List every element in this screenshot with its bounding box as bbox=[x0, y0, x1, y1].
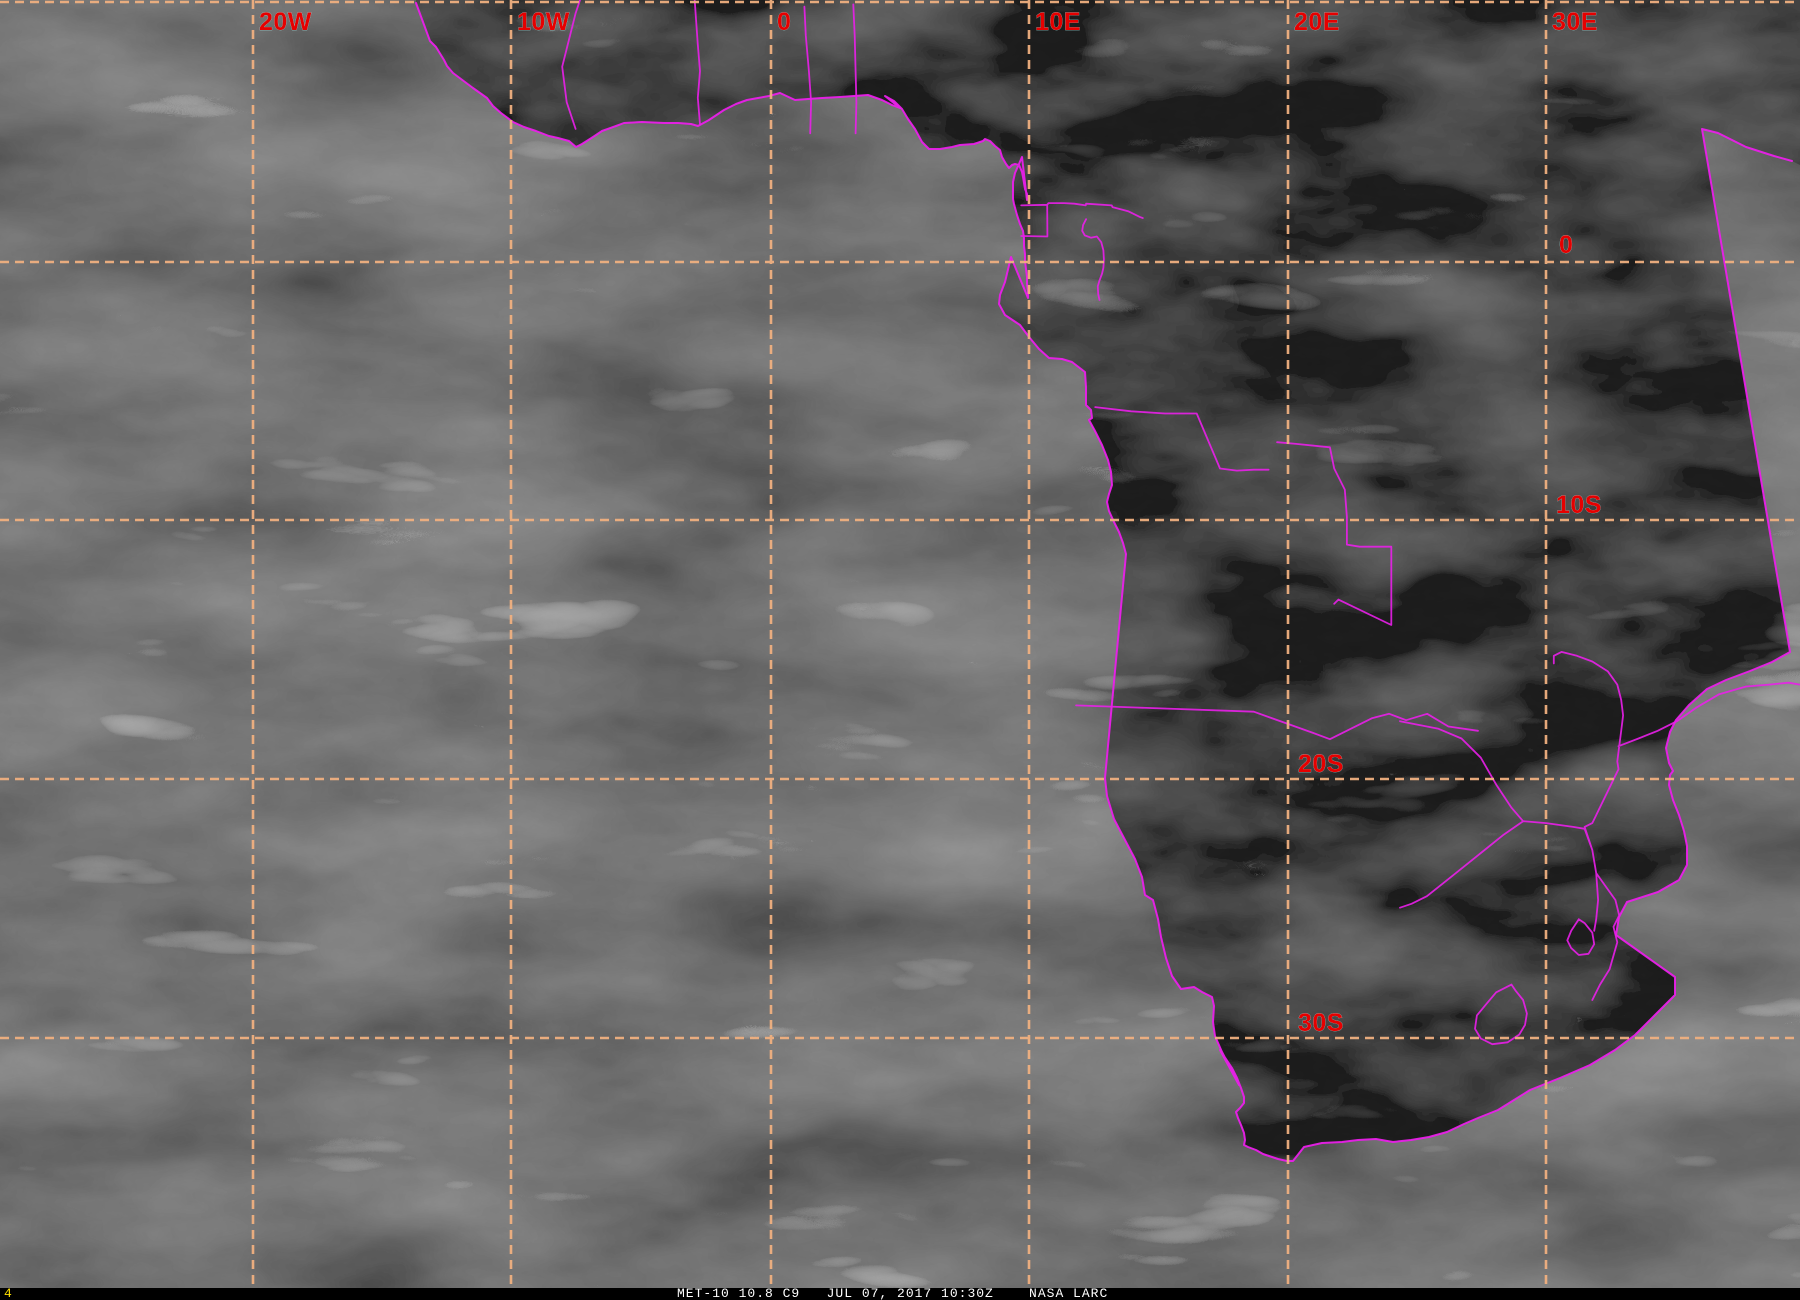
svg-text:30E: 30E bbox=[1552, 8, 1598, 36]
svg-text:10W: 10W bbox=[517, 8, 570, 36]
svg-text:20W: 20W bbox=[259, 8, 312, 36]
svg-text:10S: 10S bbox=[1556, 491, 1602, 519]
svg-text:30S: 30S bbox=[1298, 1009, 1344, 1037]
svg-text:10E: 10E bbox=[1035, 8, 1081, 36]
svg-text:0: 0 bbox=[777, 8, 791, 36]
svg-text:20E: 20E bbox=[1294, 8, 1340, 36]
svg-text:0: 0 bbox=[1559, 231, 1573, 259]
svg-text:20S: 20S bbox=[1298, 750, 1344, 778]
